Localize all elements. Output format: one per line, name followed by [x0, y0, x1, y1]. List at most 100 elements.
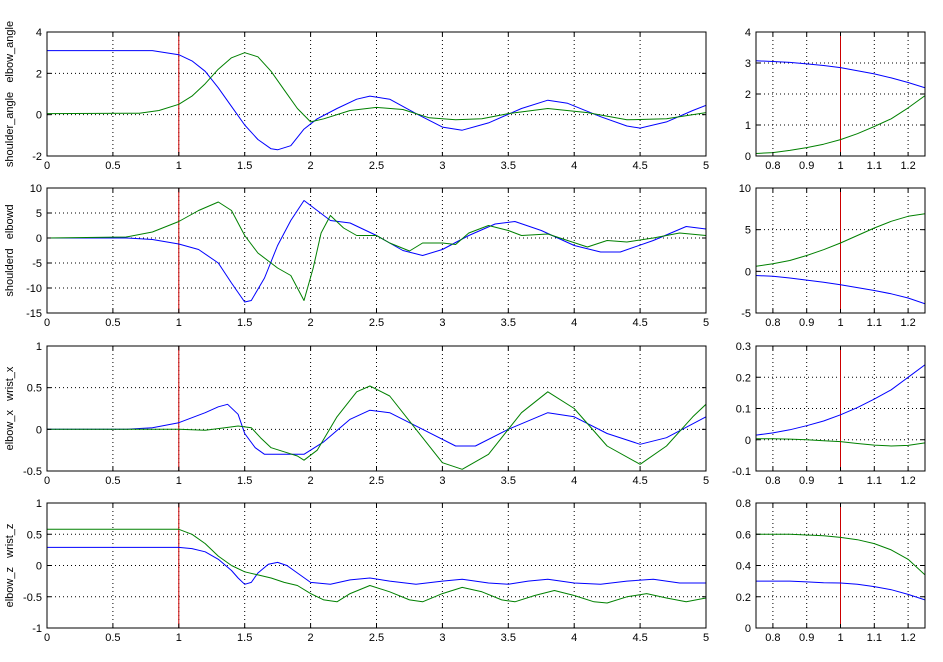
x-tick-label: 2.5 — [369, 317, 384, 329]
x-tick-label: 5 — [703, 632, 709, 644]
y-tick-label: 0 — [36, 424, 42, 436]
x-tick-label: 3 — [439, 475, 445, 487]
x-tick-label: 0.8 — [765, 160, 780, 172]
zoom-plot-3: 0.8 0.9 1 1.1 1.2 -0.1 0 0.1 0.2 0.3 — [732, 341, 926, 487]
series-line-1 — [756, 275, 925, 305]
x-tick-label: 0.8 — [765, 317, 780, 329]
x-tick-label: 0.9 — [799, 475, 814, 487]
x-tick-label: 1 — [837, 317, 843, 329]
x-tick-label: 2 — [308, 160, 314, 172]
y-axis-label: elbow_z wrist_z — [4, 524, 16, 608]
x-tick-label: 1 — [176, 475, 182, 487]
x-tick-label: 4 — [571, 317, 577, 329]
x-tick-label: 3 — [439, 632, 445, 644]
series-line-2 — [47, 201, 706, 301]
y-tick-label: 2 — [745, 89, 751, 101]
x-tick-label: 0.9 — [799, 160, 814, 172]
x-tick-label: 3 — [439, 160, 445, 172]
x-tick-label: 1.5 — [237, 160, 252, 172]
main-plot-2: 0 0.5 1 1.5 2 2.5 3 3.5 4 4.5 5 -15 -10 -5 0 5 10 shoulde… — [4, 183, 709, 329]
main-plot-1: 0 0.5 1 1.5 2 2.5 3 3.5 4 4.5 5-2024shoulder_angle… — [4, 21, 709, 172]
x-tick-label: 1 — [837, 632, 843, 644]
series-line-1 — [756, 364, 925, 436]
x-tick-label: 1.5 — [237, 317, 252, 329]
y-tick-label: 0.4 — [736, 561, 751, 573]
x-tick-label: 0 — [44, 317, 50, 329]
y-tick-label: -0.5 — [23, 466, 42, 478]
x-tick-label: 5 — [703, 475, 709, 487]
x-tick-label: 4.5 — [632, 632, 647, 644]
x-tick-label: 2.5 — [369, 160, 384, 172]
x-tick-label: 4.5 — [632, 160, 647, 172]
x-tick-label: 1 — [837, 160, 843, 172]
y-tick-label: 0.8 — [736, 498, 751, 510]
x-tick-label: 0 — [44, 632, 50, 644]
series-line-2 — [756, 438, 925, 447]
y-tick-label: -15 — [26, 308, 42, 320]
y-tick-label: -1 — [32, 623, 42, 635]
y-tick-label: 0 — [745, 151, 751, 163]
zoom-plot-4: 0.8 0.9 1 1.1 1.2 0 0.2 0.4 0.6 0.8 — [736, 498, 926, 644]
x-tick-label: 4 — [571, 632, 577, 644]
y-tick-label: 5 — [745, 225, 751, 237]
y-tick-label: 0 — [745, 435, 751, 447]
y-tick-label: 0.2 — [736, 372, 751, 384]
series-line-2 — [47, 52, 706, 123]
x-tick-label: 1.2 — [900, 317, 915, 329]
x-tick-label: 4.5 — [632, 475, 647, 487]
y-tick-label: 0.3 — [736, 341, 751, 353]
series-line-2 — [756, 213, 925, 267]
x-tick-label: 1.1 — [867, 475, 882, 487]
y-tick-label: 0.5 — [27, 529, 42, 541]
x-tick-label: 1 — [176, 160, 182, 172]
series-line-2 — [756, 533, 925, 576]
x-tick-label: 1.1 — [867, 317, 882, 329]
y-tick-label: -0.1 — [732, 466, 751, 478]
series-line-1 — [47, 50, 706, 151]
y-tick-label: 4 — [36, 27, 42, 39]
y-tick-label: 0 — [745, 623, 751, 635]
x-tick-label: 1.1 — [867, 160, 882, 172]
main-plot-4: 0 0.5 1 1.5 2 2.5 3 3.5 4 4.5 5 -1 -0.5 0 0.5 1 elbow_z … — [4, 498, 709, 644]
series-line-1 — [756, 60, 925, 89]
y-tick-label: 1 — [36, 498, 42, 510]
x-tick-label: 0.9 — [799, 632, 814, 644]
y-axis-label: elbow_x wrist_x — [4, 366, 16, 450]
x-tick-label: 2 — [308, 475, 314, 487]
x-tick-label: 5 — [703, 160, 709, 172]
x-tick-label: 0 — [44, 160, 50, 172]
x-tick-label: 0.8 — [765, 475, 780, 487]
y-axis-label: shoulderd elbowd — [4, 204, 16, 296]
zoom-plot-2: 0.8 0.9 1 1.1 1.2 -5 0 5 10 — [739, 183, 926, 329]
x-tick-label: 0 — [44, 475, 50, 487]
x-tick-label: 3.5 — [501, 317, 516, 329]
x-tick-label: 0.5 — [105, 317, 120, 329]
x-tick-label: 2 — [308, 317, 314, 329]
y-tick-label: -0.5 — [23, 592, 42, 604]
y-tick-label: -2 — [32, 151, 42, 163]
series-line-2 — [756, 95, 925, 154]
x-tick-label: 1.1 — [867, 632, 882, 644]
x-tick-label: 5 — [703, 317, 709, 329]
series-line-2 — [47, 528, 706, 604]
zoom-plot-1: 0.8 0.9 1 1.1 1.2 0 1 2 3 4 — [745, 27, 926, 172]
y-tick-label: -5 — [32, 258, 42, 270]
series-line-1 — [47, 200, 706, 303]
y-tick-label: 0.2 — [736, 592, 751, 604]
x-tick-label: 1.2 — [900, 160, 915, 172]
x-tick-label: 1 — [176, 317, 182, 329]
axes-box — [46, 345, 707, 472]
y-tick-label: 0 — [36, 561, 42, 573]
y-tick-label: 0.6 — [736, 529, 751, 541]
axes-box — [46, 187, 707, 314]
x-tick-label: 2.5 — [369, 632, 384, 644]
series-line-1 — [756, 580, 925, 601]
y-tick-label: 0 — [36, 233, 42, 245]
x-tick-label: 1.5 — [237, 632, 252, 644]
x-tick-label: 3.5 — [501, 632, 516, 644]
x-tick-label: 4 — [571, 160, 577, 172]
x-tick-label: 0.5 — [105, 475, 120, 487]
y-tick-label: 0.1 — [736, 404, 751, 416]
